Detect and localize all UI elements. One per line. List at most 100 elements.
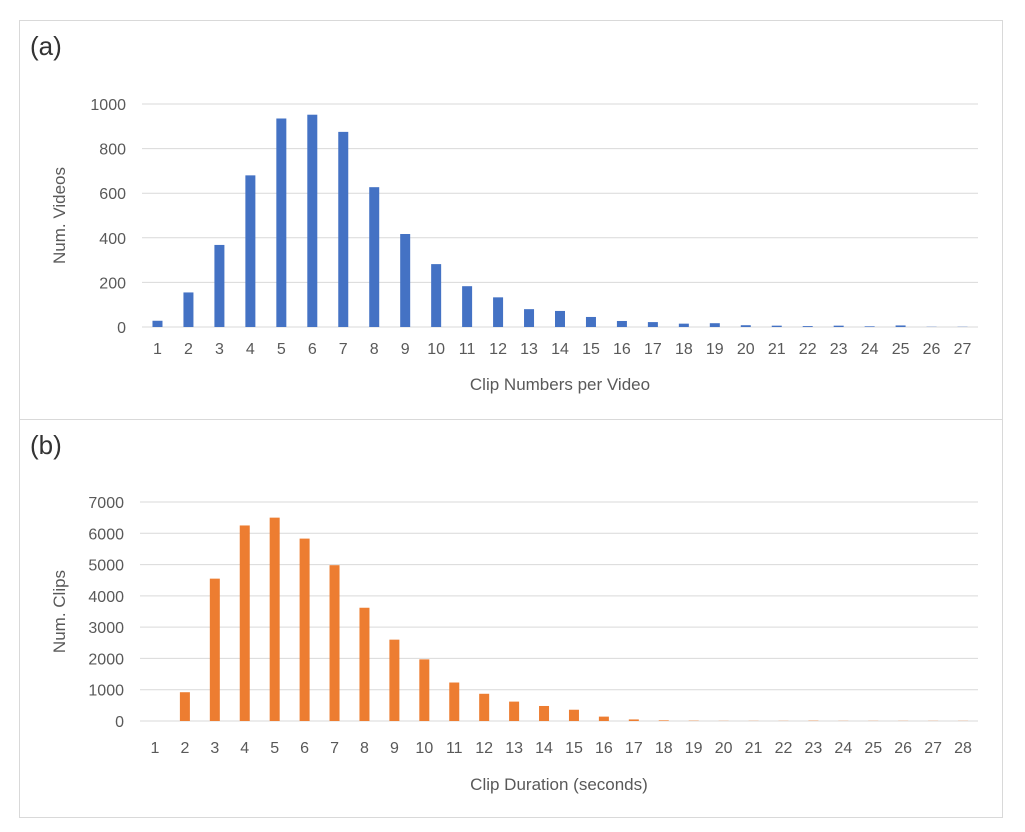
x-tick-label-a-21: 22 (799, 341, 817, 358)
x-tick-label-b-24: 25 (864, 740, 882, 757)
x-tick-label-b-19: 20 (715, 740, 733, 757)
bar-b-14 (539, 705, 550, 721)
x-tick-label-b-20: 21 (745, 740, 763, 757)
y-tick-label-a-3: 600 (99, 186, 126, 203)
chart-panel-b: (b) 0 1000 2000 3000 4000 5000 6000 7000 1 2 3 4 5 6 7… (19, 419, 1003, 818)
bar-a-16 (616, 320, 627, 327)
x-tick-label-a-9: 10 (427, 341, 445, 358)
x-tick-label-a-6: 7 (339, 341, 348, 358)
y-tick-label-a-5: 1000 (90, 97, 126, 114)
bar-a-4 (245, 175, 256, 327)
bar-a-19 (709, 323, 720, 327)
x-tick-label-b-23: 24 (834, 740, 852, 757)
x-tick-label-b-15: 16 (595, 740, 613, 757)
x-tick-label-a-8: 9 (401, 341, 410, 358)
bar-b-4 (239, 525, 250, 721)
x-tick-label-a-20: 21 (768, 341, 786, 358)
x-tick-label-a-12: 13 (520, 341, 538, 358)
bar-a-7 (338, 131, 349, 327)
x-tick-label-b-12: 13 (505, 740, 523, 757)
x-tick-label-b-22: 23 (804, 740, 822, 757)
x-tick-label-b-9: 10 (415, 740, 433, 757)
bar-a-18 (678, 323, 689, 327)
x-tick-label-a-3: 4 (246, 341, 255, 358)
bar-b-7 (329, 565, 340, 721)
x-tick-label-b-11: 12 (475, 740, 493, 757)
x-tick-label-a-19: 20 (737, 341, 755, 358)
x-tick-label-a-17: 18 (675, 341, 693, 358)
x-tick-label-b-21: 22 (775, 740, 793, 757)
panel-label-a: (a) (30, 31, 62, 61)
bar-a-13 (524, 309, 535, 327)
x-tick-label-a-18: 19 (706, 341, 724, 358)
bar-a-15 (585, 316, 596, 327)
x-tick-label-a-23: 24 (861, 341, 879, 358)
y-axis-label-a: Num. Videos (50, 167, 69, 264)
x-tick-label-a-24: 25 (892, 341, 910, 358)
x-tick-label-a-11: 12 (489, 341, 507, 358)
chart-panel-a: (a) 0 200 400 600 800 1000 1 2 3 4 5 6 7 8 9 10 11 12 13 14… (19, 20, 1003, 420)
x-tick-label-a-7: 8 (370, 341, 379, 358)
x-tick-label-a-13: 14 (551, 341, 569, 358)
x-tick-label-b-16: 17 (625, 740, 643, 757)
bar-a-21 (771, 325, 782, 327)
bar-b-9 (389, 639, 400, 721)
x-tick-label-b-17: 18 (655, 740, 673, 757)
bar-a-11 (462, 286, 473, 327)
y-tick-label-a-2: 400 (99, 231, 126, 248)
x-axis-label-b: Clip Duration (seconds) (470, 775, 648, 794)
x-axis-label-a: Clip Numbers per Video (470, 375, 650, 394)
x-tick-label-b-13: 14 (535, 740, 553, 757)
x-tick-label-b-26: 27 (924, 740, 942, 757)
bar-b-6 (299, 538, 310, 721)
bar-a-22 (802, 326, 813, 327)
bar-b-18 (658, 720, 669, 721)
x-tick-label-b-1: 2 (180, 740, 189, 757)
bar-b-11 (449, 682, 460, 721)
bar-a-20 (740, 325, 751, 327)
x-tick-label-a-2: 3 (215, 341, 224, 358)
bar-a-8 (369, 187, 380, 327)
bar-a-9 (400, 234, 411, 327)
y-tick-label-b-2: 2000 (88, 651, 124, 668)
bar-b-12 (479, 693, 490, 721)
bar-a-3 (214, 244, 225, 327)
x-tick-label-b-14: 15 (565, 740, 583, 757)
bar-a-12 (493, 297, 504, 327)
bar-a-2 (183, 292, 194, 327)
y-tick-label-b-7: 7000 (88, 495, 124, 512)
x-tick-label-a-22: 23 (830, 341, 848, 358)
x-tick-label-b-27: 28 (954, 740, 972, 757)
y-axis-label-b: Num. Clips (50, 570, 69, 653)
y-tick-label-a-0: 0 (117, 320, 126, 337)
bar-b-13 (509, 701, 520, 721)
bar-a-17 (647, 322, 658, 327)
panel-label-b: (b) (30, 430, 62, 460)
x-tick-label-b-25: 26 (894, 740, 912, 757)
x-tick-label-b-2: 3 (210, 740, 219, 757)
x-tick-label-b-3: 4 (240, 740, 249, 757)
bar-b-3 (209, 578, 220, 721)
bar-b-8 (359, 607, 370, 721)
bar-a-6 (307, 114, 318, 327)
x-tick-label-b-6: 7 (330, 740, 339, 757)
bar-a-24 (864, 326, 875, 327)
x-tick-label-b-5: 6 (300, 740, 309, 757)
bar-a-5 (276, 118, 287, 328)
y-tick-label-b-0: 0 (115, 714, 124, 731)
bar-b-10 (419, 659, 430, 721)
x-tick-label-a-15: 16 (613, 341, 631, 358)
x-tick-label-a-1: 2 (184, 341, 193, 358)
bar-b-5 (269, 517, 280, 721)
x-tick-label-b-4: 5 (270, 740, 279, 757)
x-tick-label-b-8: 9 (390, 740, 399, 757)
bar-b-16 (598, 716, 609, 721)
x-tick-label-a-25: 26 (923, 341, 941, 358)
x-tick-label-b-18: 19 (685, 740, 703, 757)
y-tick-label-b-4: 4000 (88, 589, 124, 606)
bar-a-25 (895, 325, 906, 327)
bar-a-14 (555, 310, 565, 327)
x-tick-label-a-0: 1 (153, 341, 162, 358)
